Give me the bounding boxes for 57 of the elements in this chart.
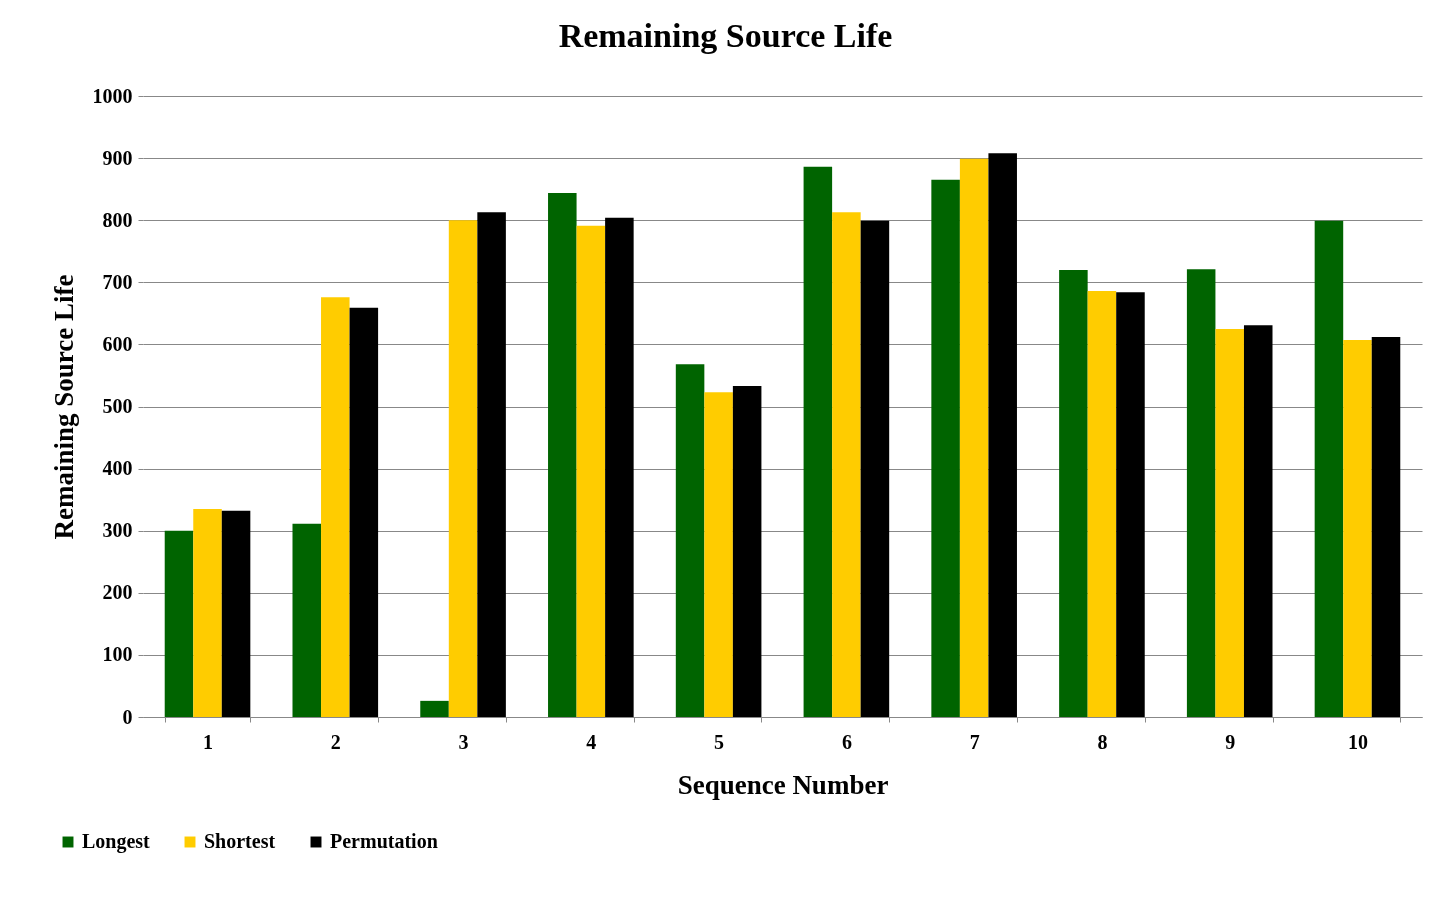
bar (832, 212, 861, 717)
x-tick-label: 9 (1225, 730, 1236, 753)
bar (193, 508, 222, 717)
x-tick-label: 4 (586, 730, 597, 753)
bar (1314, 220, 1344, 717)
y-tick-label: 300 (102, 519, 133, 542)
bar (675, 364, 705, 717)
y-tick-label: 100 (102, 643, 133, 666)
x-tick-label: 1 (203, 730, 214, 753)
bar (420, 700, 449, 717)
bar (605, 217, 634, 717)
bar (221, 510, 251, 717)
bar (1087, 290, 1117, 717)
y-tick-label: 800 (102, 208, 133, 231)
y-tick-label: 900 (102, 146, 133, 169)
bar (860, 220, 890, 717)
y-tick-label: 0 (122, 705, 133, 728)
bar (959, 158, 989, 717)
bar (1186, 269, 1216, 717)
y-tick-label: 400 (102, 457, 133, 480)
x-axis-title: Sequence Number (677, 769, 889, 800)
y-tick-label: 600 (102, 332, 133, 355)
legend-label: Shortest (204, 830, 276, 852)
bar (1116, 292, 1145, 717)
bar (548, 192, 577, 717)
x-tick-label: 7 (969, 730, 980, 753)
bar (164, 530, 194, 717)
bar (321, 297, 350, 717)
bar (803, 166, 833, 717)
y-tick-label: 700 (102, 270, 133, 293)
bar (1371, 336, 1401, 717)
bar (448, 220, 478, 717)
bar (931, 179, 960, 717)
bar (1243, 325, 1273, 717)
x-tick-label: 6 (841, 730, 852, 753)
x-tick-label: 8 (1097, 730, 1108, 753)
bar (1343, 340, 1372, 717)
bar (1059, 269, 1088, 717)
x-tick-label: 10 (1347, 730, 1368, 753)
bar (292, 523, 322, 717)
bar (732, 386, 762, 717)
bar (349, 307, 379, 717)
bar (704, 392, 733, 717)
bar (1215, 328, 1244, 717)
legend-label: Permutation (330, 830, 438, 852)
y-axis-title: Remaining Source Life (48, 274, 79, 540)
y-tick-label: 200 (102, 581, 133, 604)
x-tick-label: 5 (714, 730, 725, 753)
x-tick-label: 2 (330, 730, 341, 753)
bar (576, 225, 606, 717)
y-tick-label: 1000 (92, 84, 133, 107)
bar (988, 153, 1017, 717)
y-tick-label: 500 (102, 395, 133, 417)
chart-title: Remaining Source Life (558, 17, 893, 54)
bar (477, 212, 506, 717)
legend-label: Longest (82, 830, 151, 853)
x-tick-label: 3 (458, 730, 469, 753)
